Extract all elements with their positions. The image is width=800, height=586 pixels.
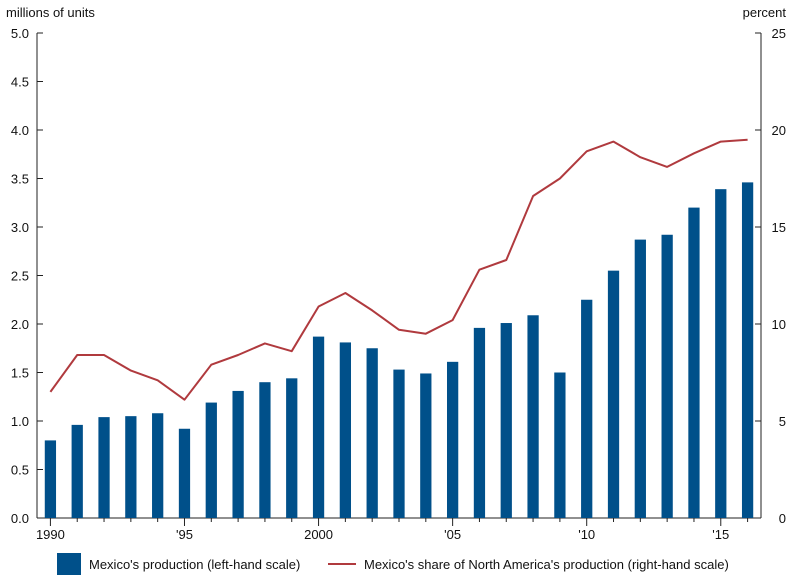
left-tick-label: 2.0 [11,317,29,332]
production-bar [634,239,646,519]
production-bar [286,378,298,518]
left-tick-label: 1.0 [11,414,29,429]
line-series [49,138,748,401]
left-tick-label: 1.5 [11,366,29,381]
left-tick-label: 0.0 [11,511,29,526]
production-bar [44,440,57,518]
production-bar [393,369,405,518]
x-tick-label: 1990 [36,527,65,542]
bar-series [44,182,754,519]
production-bar [554,372,566,518]
right-tick-label: 25 [772,26,786,41]
left-tick-label: 2.5 [11,269,29,284]
production-bar [259,382,271,518]
left-tick-label: 3.5 [11,172,29,187]
left-tick-label: 5.0 [11,26,29,41]
x-tick-label: '10 [578,527,595,542]
production-bar [366,348,378,518]
left-axis-title: millions of units [6,5,95,20]
right-tick-label: 0 [779,511,786,526]
legend-bar-label: Mexico's production (left-hand scale) [89,557,300,572]
axes: 0.0 0.5 1.0 1.5 2.0 2.5 3.0 3.5 4.0 4.5 5.0 0 5 10 15 2… [11,26,786,542]
right-tick-label: 20 [772,123,786,138]
left-tick-label: 3.0 [11,220,29,235]
production-bar [71,424,83,518]
x-tick-label: '95 [176,527,193,542]
production-bar [473,327,486,518]
production-bar [98,417,110,518]
production-bar [607,270,620,518]
x-tick-label: '15 [712,527,729,542]
legend: Mexico's production (left-hand scale) Me… [57,553,729,575]
left-tick-label: 4.0 [11,123,29,138]
production-bar [581,299,593,518]
production-bar [661,234,673,518]
production-bar [152,413,164,518]
production-bar [688,207,700,518]
production-bar [312,336,325,518]
right-tick-label: 10 [772,317,786,332]
left-tick-label: 0.5 [11,463,29,478]
production-bar [500,323,512,518]
production-bar [446,361,459,518]
share-line [49,138,748,401]
production-bar [339,342,352,518]
production-bar [205,402,217,518]
production-bar [178,428,191,518]
x-tick-label: '05 [444,527,461,542]
production-bar [232,390,244,518]
right-axis-title: percent [743,5,787,20]
production-bar [741,182,754,518]
right-tick-label: 15 [772,220,786,235]
production-bar [125,416,137,518]
x-tick-label: 2000 [304,527,333,542]
right-tick-label: 5 [779,414,786,429]
production-bar [715,189,727,519]
production-bar [420,373,432,518]
legend-line-label: Mexico's share of North America's produc… [364,557,729,572]
legend-bar-swatch [57,553,81,575]
left-tick-label: 4.5 [11,75,29,90]
production-bar [527,315,539,518]
